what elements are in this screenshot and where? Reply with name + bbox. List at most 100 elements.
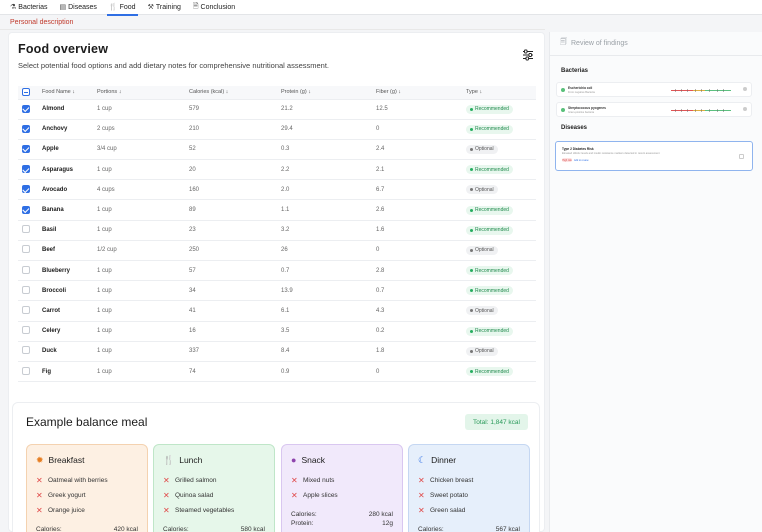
- type-cell: Recommended: [466, 119, 536, 140]
- select-all-checkbox[interactable]: [22, 88, 30, 97]
- calories-cell: 210: [189, 119, 281, 140]
- row-checkbox[interactable]: [22, 366, 30, 375]
- moon-icon: ☾: [418, 454, 427, 465]
- row-checkbox[interactable]: [22, 104, 30, 113]
- calories-cell: 34: [189, 280, 281, 302]
- disease-name: Type 2 Diabetes Risk: [562, 147, 594, 151]
- meal-item-list: ✕ Oatmeal with berries ✕ Greek yogurt ✕ Orang…: [36, 473, 138, 518]
- row-checkbox[interactable]: [22, 265, 30, 274]
- options-icon[interactable]: [743, 107, 747, 111]
- table-row[interactable]: Broccoli 1 cup 34 13.9 0.7 Recommended: [18, 280, 536, 302]
- row-checkbox[interactable]: [22, 305, 30, 314]
- row-checkbox[interactable]: [22, 205, 30, 214]
- table-row[interactable]: Celery 1 cup 16 3.5 0.2 Recommended: [18, 321, 536, 342]
- remove-icon[interactable]: ✕: [418, 506, 425, 515]
- meal-card-header: ☾ Dinner: [418, 454, 520, 466]
- table-row[interactable]: Banana 1 cup 89 1.1 2.6 Recommended: [18, 199, 536, 221]
- type-cell: Optional: [466, 341, 536, 362]
- meal-item-label: Grilled salmon: [175, 477, 217, 484]
- food-name-cell: Beef: [42, 240, 97, 262]
- tab-label: Food: [119, 3, 136, 11]
- table-row[interactable]: Asparagus 1 cup 20 2.2 2.1 Recommended: [18, 159, 536, 181]
- row-checkbox[interactable]: [22, 326, 30, 335]
- status-dot-icon: [561, 88, 565, 92]
- table-row[interactable]: Anchovy 2 cups 210 29.4 0 Recommended: [18, 119, 536, 140]
- header-portions[interactable]: Portions ↓: [97, 86, 189, 100]
- food-name-cell: Carrot: [42, 300, 97, 322]
- meal-item: ✕ Mixed nuts: [291, 473, 393, 488]
- bacteria-row[interactable]: Streptococcus pyogenes Gram-positive bact…: [556, 102, 752, 117]
- table-row[interactable]: Fig 1 cup 74 0.9 0 Recommended: [18, 361, 536, 383]
- header-fiber[interactable]: Fiber (g) ↓: [376, 86, 466, 100]
- table-row[interactable]: Carrot 1 cup 41 6.1 4.3 Optional: [18, 300, 536, 322]
- tab-bacterias[interactable]: ⚗ Bacterias: [4, 0, 53, 15]
- row-checkbox[interactable]: [22, 185, 30, 194]
- remove-icon[interactable]: ✕: [418, 491, 425, 500]
- table-row[interactable]: Basil 1 cup 23 3.2 1.6 Recommended: [18, 220, 536, 241]
- disease-card[interactable]: Type 2 Diabetes Risk Elevated HbA1c leve…: [555, 141, 753, 171]
- header-calories[interactable]: Calories (kcal) ↓: [189, 86, 281, 100]
- options-icon[interactable]: [743, 87, 747, 91]
- bacteria-row[interactable]: Escherichia coli From negative Bacteria: [556, 82, 752, 97]
- remove-icon[interactable]: ✕: [36, 491, 43, 500]
- food-name-cell: Duck: [42, 341, 97, 362]
- table-row[interactable]: Apple 3/4 cup 52 0.3 2.4 Optional: [18, 139, 536, 161]
- type-label: Optional: [475, 348, 494, 355]
- fiber-cell: 6.7: [376, 179, 466, 201]
- type-badge: Recommended: [466, 124, 513, 134]
- row-checkbox[interactable]: [22, 285, 30, 294]
- add-review-link[interactable]: Add to review: [574, 158, 589, 162]
- table-row[interactable]: Avocado 4 cups 160 2.0 6.7 Optional: [18, 179, 536, 201]
- remove-icon[interactable]: ✕: [36, 506, 43, 515]
- protein-cell: 29.4: [281, 119, 376, 140]
- fiber-cell: 0: [376, 119, 466, 140]
- remove-icon[interactable]: ✕: [291, 476, 298, 485]
- disease-options-icon[interactable]: [739, 154, 744, 159]
- header-protein[interactable]: Protein (g) ↓: [281, 86, 376, 100]
- type-label: Recommended: [475, 328, 509, 335]
- type-cell: Recommended: [466, 159, 536, 181]
- tab-training[interactable]: ⚒ Training: [142, 0, 187, 15]
- status-dot-icon: [470, 147, 473, 151]
- type-label: Optional: [475, 146, 494, 153]
- table-row[interactable]: Blueberry 1 cup 57 0.7 2.8 Recommended: [18, 260, 536, 282]
- status-dot-icon: [470, 309, 473, 313]
- meal-item-label: Orange juice: [48, 507, 85, 514]
- table-row[interactable]: Almond 1 cup 579 21.2 12.5 Recommended: [18, 99, 536, 120]
- tab-food[interactable]: 🍴 Food: [103, 0, 142, 16]
- header-type[interactable]: Type ↓: [466, 86, 536, 100]
- calories-cell: 23: [189, 220, 281, 241]
- filter-settings-icon[interactable]: [522, 49, 534, 61]
- table-row[interactable]: Beef 1/2 cup 250 26 0 Optional: [18, 240, 536, 262]
- remove-icon[interactable]: ✕: [36, 476, 43, 485]
- portion-cell: 1 cup: [97, 260, 189, 282]
- remove-icon[interactable]: ✕: [163, 506, 170, 515]
- personal-description-link[interactable]: Personal description: [10, 19, 74, 26]
- remove-icon[interactable]: ✕: [163, 476, 170, 485]
- type-label: Recommended: [475, 126, 509, 133]
- remove-icon[interactable]: ✕: [163, 491, 170, 500]
- bacteria-subtitle: Gram-positive bacteria: [568, 111, 595, 114]
- status-dot-icon: [470, 329, 473, 333]
- tab-diseases[interactable]: ▤ Diseases: [53, 0, 102, 15]
- remove-icon[interactable]: ✕: [291, 491, 298, 500]
- tab-conclusion[interactable]: 🗎 Conclusion: [187, 0, 241, 15]
- row-checkbox[interactable]: [22, 165, 30, 174]
- type-badge: Recommended: [466, 165, 513, 175]
- row-checkbox[interactable]: [22, 145, 30, 154]
- protein-cell: 13.9: [281, 280, 376, 302]
- bacteria-name: Streptococcus pyogenes: [568, 106, 606, 110]
- meal-item: ✕ Grilled salmon: [163, 473, 265, 488]
- table-header-row: Food Name ↓ Portions ↓ Calories (kcal) ↓…: [18, 86, 536, 100]
- header-food-name[interactable]: Food Name ↓: [42, 86, 97, 100]
- row-checkbox[interactable]: [22, 346, 30, 355]
- remove-icon[interactable]: ✕: [418, 476, 425, 485]
- portion-cell: 1 cup: [97, 99, 189, 120]
- protein-cell: 21.2: [281, 99, 376, 120]
- table-row[interactable]: Duck 1 cup 337 8.4 1.8 Optional: [18, 341, 536, 362]
- row-checkbox[interactable]: [22, 225, 30, 234]
- stat-value: 567 kcal: [495, 526, 520, 532]
- type-badge: Recommended: [466, 104, 513, 114]
- row-checkbox[interactable]: [22, 124, 30, 133]
- row-checkbox[interactable]: [22, 245, 30, 254]
